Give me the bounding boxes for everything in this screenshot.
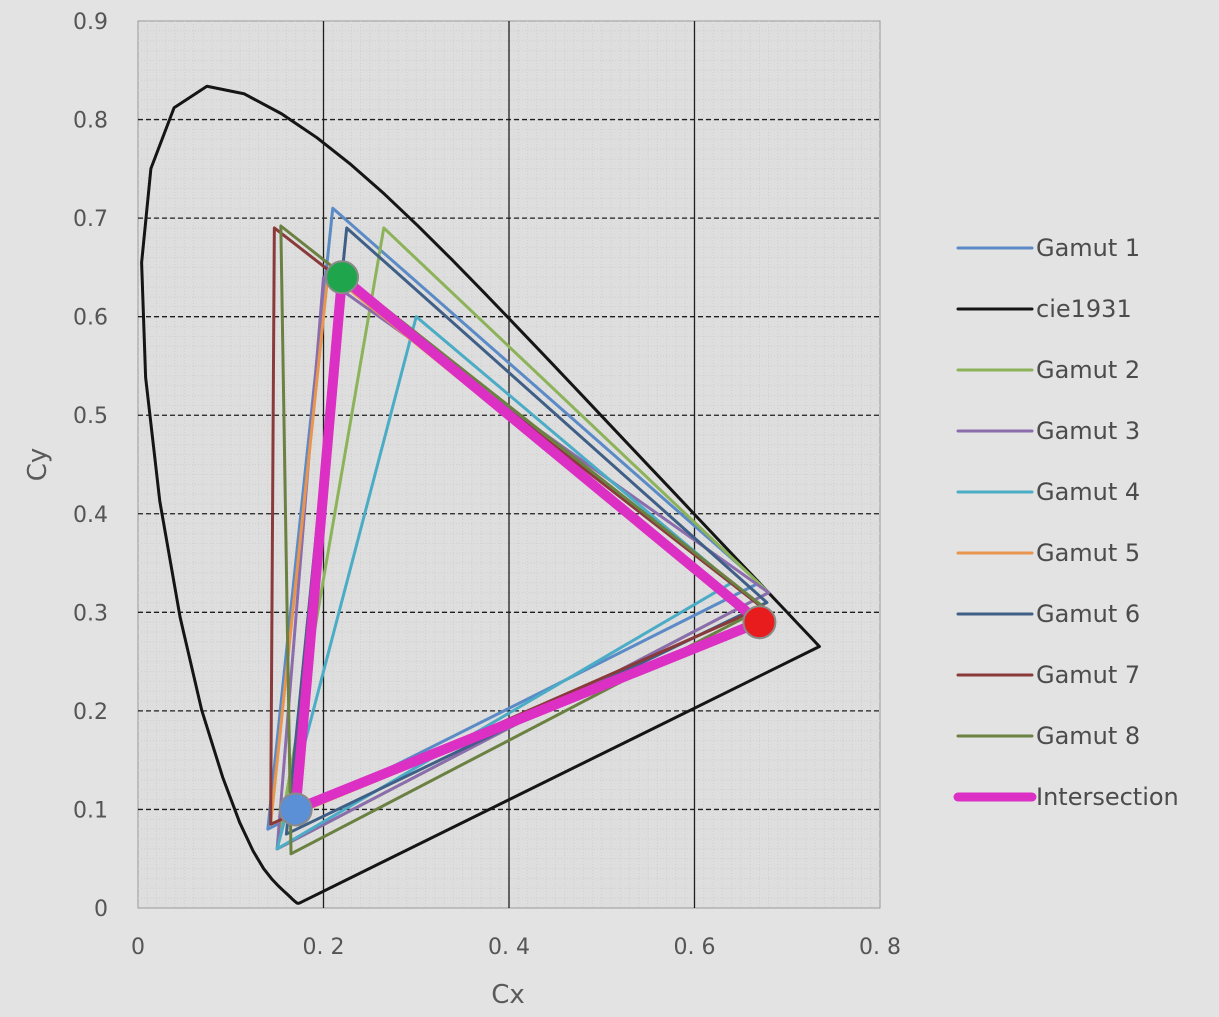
series-line-cie1931 xyxy=(140,84,821,905)
y-tick-label: 0 xyxy=(94,897,108,922)
y-tick-label: 0.6 xyxy=(73,306,108,331)
blue-primary-marker xyxy=(278,792,313,827)
x-tick-label: 0. 4 xyxy=(488,935,530,960)
legend-label: Gamut 4 xyxy=(1036,478,1140,506)
series-line-intersection xyxy=(290,272,765,815)
y-tick-label: 0.7 xyxy=(73,207,108,232)
x-tick-label: 0. 8 xyxy=(859,935,901,960)
legend-label: Gamut 7 xyxy=(1036,661,1140,689)
y-tick-label: 0.5 xyxy=(73,404,108,429)
legend-label: Gamut 2 xyxy=(1036,356,1140,384)
series-line-gamut-1 xyxy=(266,206,761,831)
legend-label: Gamut 6 xyxy=(1036,600,1140,628)
x-tick-label: 0 xyxy=(131,935,145,960)
x-tick-label: 0. 2 xyxy=(303,935,345,960)
y-tick-label: 0.8 xyxy=(73,109,108,134)
legend-label: cie1931 xyxy=(1036,295,1132,323)
y-tick-label: 0.3 xyxy=(73,601,108,626)
y-tick-label: 0.9 xyxy=(73,10,108,35)
y-tick-label: 0.2 xyxy=(73,700,108,725)
y-tick-label: 0.1 xyxy=(73,798,108,823)
green-primary-marker xyxy=(325,260,360,295)
legend-label: Gamut 8 xyxy=(1036,722,1140,750)
series-line-gamut-8 xyxy=(279,224,766,856)
x-tick-label: 0. 6 xyxy=(674,935,716,960)
legend-label: Intersection xyxy=(1036,783,1179,811)
y-axis-title: Cy xyxy=(23,448,53,482)
red-primary-marker xyxy=(742,605,777,640)
legend-label: Gamut 3 xyxy=(1036,417,1140,445)
y-tick-label: 0.4 xyxy=(73,503,108,528)
series-line-gamut-4 xyxy=(275,315,734,851)
legend-label: Gamut 1 xyxy=(1036,234,1140,262)
x-axis-title: Cx xyxy=(491,980,525,1010)
legend-label: Gamut 5 xyxy=(1036,539,1140,567)
